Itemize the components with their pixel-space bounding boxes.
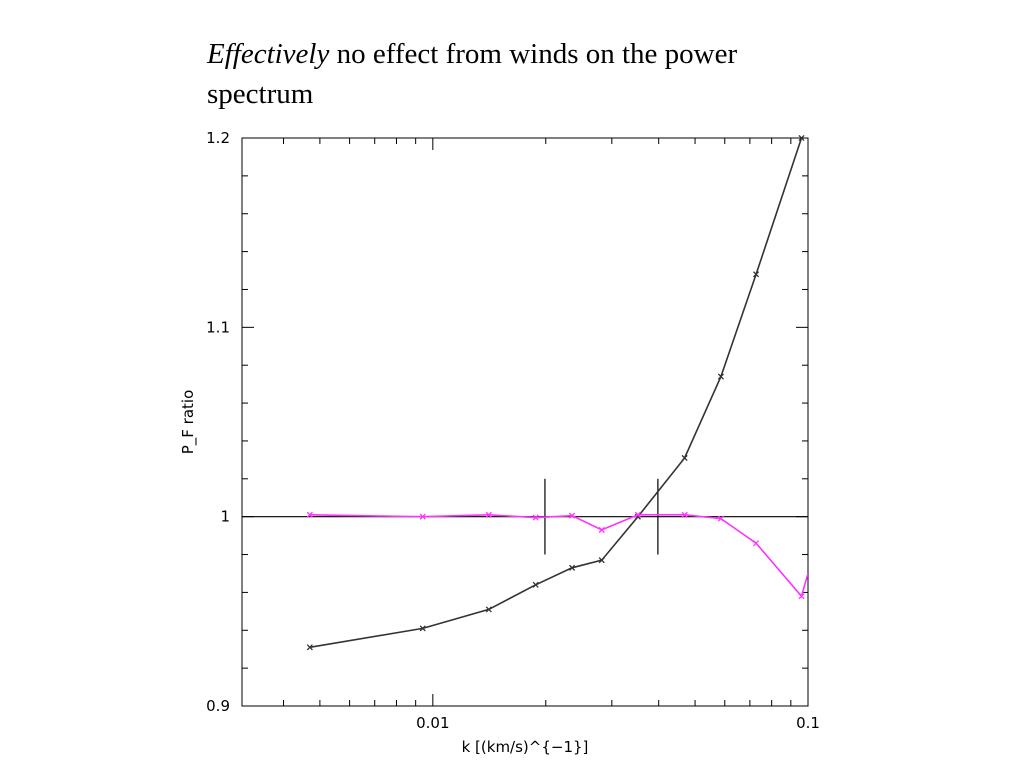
slide-title-line2: spectrum xyxy=(207,78,314,110)
x-tick-label: 0.01 xyxy=(416,714,449,732)
data-point-marker xyxy=(598,557,605,564)
data-point-marker xyxy=(681,454,688,462)
data-point-marker xyxy=(306,644,313,651)
y-axis-label: P_F ratio xyxy=(179,390,198,455)
data-point-marker xyxy=(752,540,760,547)
y-tick-label: 1 xyxy=(220,508,230,526)
plot-frame xyxy=(241,137,809,707)
data-point-marker xyxy=(568,512,576,519)
data-point-marker xyxy=(717,373,724,380)
data-point-marker xyxy=(752,271,760,278)
data-point-marker xyxy=(634,511,641,518)
slide-title: Effectively no effect from winds on the … xyxy=(207,34,887,114)
slide-title-rest: no effect from winds on the power xyxy=(329,38,738,70)
data-point-marker xyxy=(532,514,539,521)
data-point-marker xyxy=(306,511,313,518)
slide-title-emphasis: Effectively xyxy=(207,38,330,70)
x-axis-label: k [(km/s)^{−1}] xyxy=(462,738,589,756)
data-point-marker xyxy=(598,526,605,533)
y-tick-label: 1.2 xyxy=(206,129,230,147)
data-point-marker xyxy=(717,515,724,522)
data-point-marker xyxy=(532,581,539,588)
data-point-marker xyxy=(568,564,576,571)
data-point-marker xyxy=(485,606,492,613)
data-point-marker xyxy=(798,134,805,142)
x-tick-label: 0.1 xyxy=(796,714,820,732)
series-line-2 xyxy=(309,513,808,598)
data-point-marker xyxy=(681,511,688,518)
y-tick-label: 1.1 xyxy=(206,318,230,336)
data-point-marker xyxy=(798,593,805,600)
data-point-marker xyxy=(485,511,492,518)
data-point-marker xyxy=(419,625,426,632)
data-point-marker xyxy=(419,513,426,520)
series-line-1 xyxy=(309,138,803,649)
y-tick-label: 0.9 xyxy=(206,697,230,715)
